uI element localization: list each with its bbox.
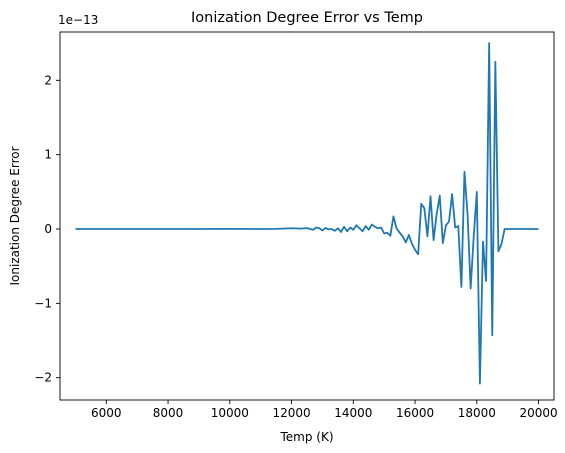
y-tick-label: −2 bbox=[34, 371, 52, 385]
y-tick-label: 2 bbox=[44, 73, 52, 87]
x-tick-label: 8000 bbox=[153, 406, 184, 420]
y-tick-label: 1 bbox=[44, 148, 52, 162]
y-axis-label: Ionization Degree Error bbox=[8, 146, 22, 285]
x-tick-label: 18000 bbox=[458, 406, 496, 420]
x-tick-label: 16000 bbox=[396, 406, 434, 420]
x-tick-label: 20000 bbox=[519, 406, 557, 420]
axes-frame bbox=[59, 31, 555, 401]
plot-area: 6000 8000 10000 12000 14000 16000 18000 20000 −… bbox=[34, 31, 558, 420]
x-axis-label: Temp (K) bbox=[279, 430, 333, 444]
series-layer bbox=[75, 42, 539, 385]
x-tick-label: 14000 bbox=[334, 406, 372, 420]
x-tick-label: 12000 bbox=[272, 406, 310, 420]
y-scale-offset-label: 1e−13 bbox=[58, 13, 98, 27]
x-tick-label: 6000 bbox=[91, 406, 122, 420]
y-axis-ticks: −2 −1 0 1 2 bbox=[34, 73, 60, 385]
x-tick-label: 10000 bbox=[211, 406, 249, 420]
y-tick-label: 0 bbox=[44, 222, 52, 236]
x-axis-ticks: 6000 8000 10000 12000 14000 16000 18000 20000 bbox=[91, 400, 558, 420]
series-line bbox=[75, 42, 539, 385]
chart-title: Ionization Degree Error vs Temp bbox=[191, 10, 423, 26]
y-tick-label: −1 bbox=[34, 296, 52, 310]
